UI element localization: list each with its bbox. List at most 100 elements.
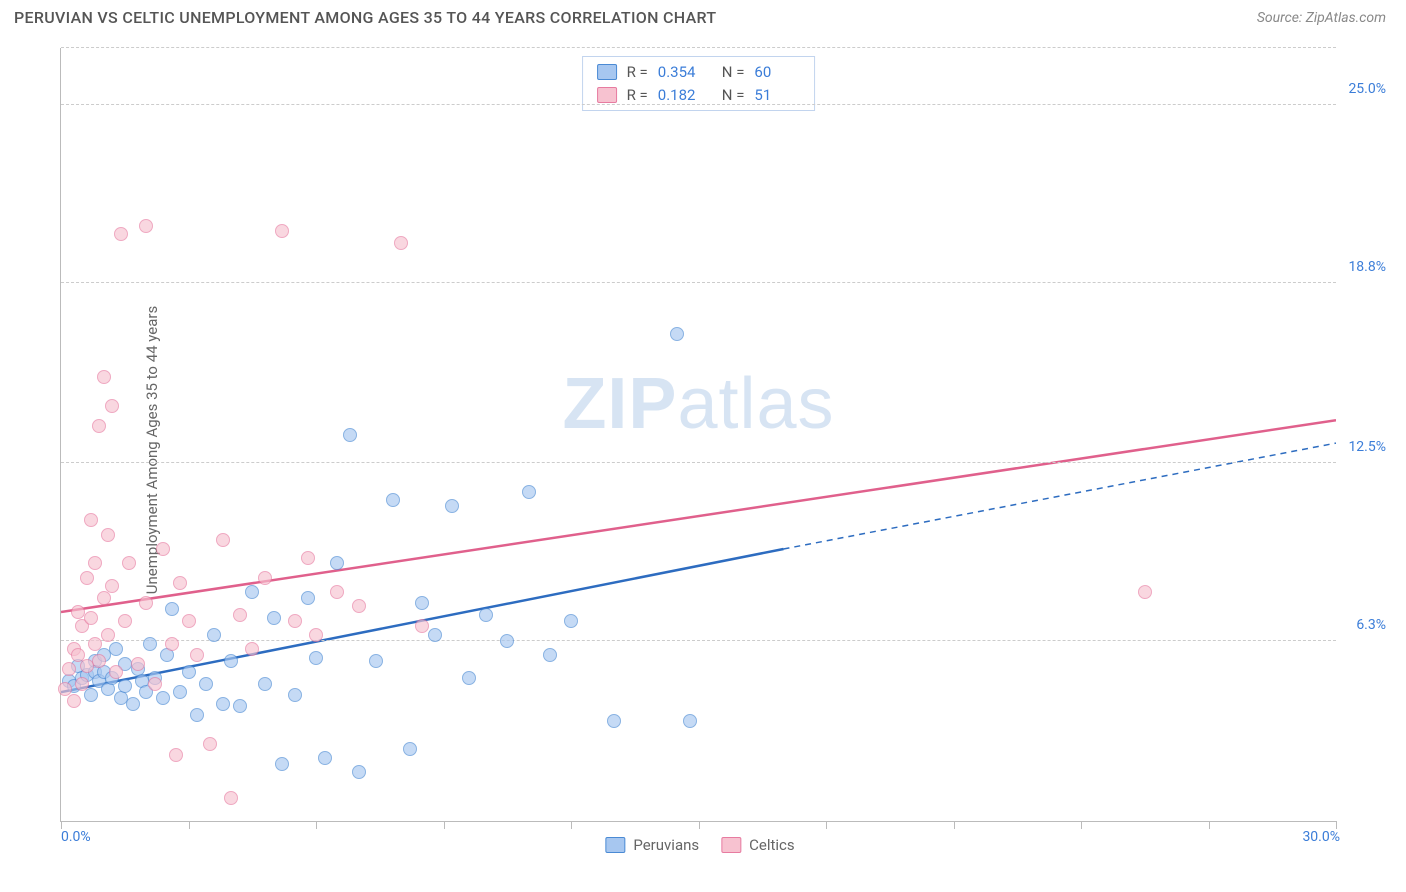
data-point — [245, 585, 259, 599]
data-point — [233, 699, 247, 713]
data-point — [80, 571, 94, 585]
trend-lines — [61, 48, 1336, 821]
data-point — [97, 591, 111, 605]
data-point — [258, 571, 272, 585]
data-point — [182, 614, 196, 628]
swatch-blue — [605, 837, 625, 853]
data-point — [62, 662, 76, 676]
data-point — [288, 688, 302, 702]
data-point — [275, 224, 289, 238]
data-point — [233, 608, 247, 622]
data-point — [267, 611, 281, 625]
data-point — [97, 370, 111, 384]
data-point — [479, 608, 493, 622]
chart-container: Unemployment Among Ages 35 to 44 years Z… — [14, 38, 1386, 862]
data-point — [101, 628, 115, 642]
data-point — [84, 688, 98, 702]
data-point — [126, 697, 140, 711]
chart-source: Source: ZipAtlas.com — [1257, 10, 1386, 26]
data-point — [258, 677, 272, 691]
gridline — [61, 47, 1336, 48]
y-tick-label: 18.8% — [1348, 259, 1386, 275]
x-tick — [954, 821, 955, 829]
data-point — [84, 611, 98, 625]
data-point — [156, 542, 170, 556]
data-point — [190, 648, 204, 662]
data-point — [394, 236, 408, 250]
data-point — [156, 691, 170, 705]
data-point — [92, 654, 106, 668]
data-point — [309, 628, 323, 642]
data-point — [199, 677, 213, 691]
data-point — [109, 642, 123, 656]
data-point — [216, 533, 230, 547]
data-point — [564, 614, 578, 628]
data-point — [301, 591, 315, 605]
chart-title: PERUVIAN VS CELTIC UNEMPLOYMENT AMONG AG… — [14, 8, 716, 27]
data-point — [173, 576, 187, 590]
data-point — [330, 556, 344, 570]
data-point — [415, 596, 429, 610]
stats-box: R = 0.354 N = 60 R = 0.182 N = 51 — [582, 56, 816, 111]
gridline — [61, 104, 1336, 105]
x-tick — [444, 821, 445, 829]
data-point — [309, 651, 323, 665]
data-point — [143, 637, 157, 651]
data-point — [318, 751, 332, 765]
data-point — [101, 528, 115, 542]
data-point — [445, 499, 459, 513]
y-tick-label: 6.3% — [1356, 617, 1386, 633]
data-point — [139, 219, 153, 233]
x-tick — [316, 821, 317, 829]
x-tick — [699, 821, 700, 829]
data-point — [190, 708, 204, 722]
data-point — [330, 585, 344, 599]
x-max-label: 30.0% — [1302, 829, 1340, 845]
data-point — [88, 637, 102, 651]
stats-row-blue: R = 0.354 N = 60 — [597, 61, 801, 84]
data-point — [386, 493, 400, 507]
data-point — [522, 485, 536, 499]
swatch-pink — [597, 87, 617, 103]
x-tick — [1336, 821, 1337, 829]
data-point — [607, 714, 621, 728]
data-point — [288, 614, 302, 628]
data-point — [1138, 585, 1152, 599]
watermark: ZIPatlas — [562, 363, 834, 445]
data-point — [182, 665, 196, 679]
chart-header: PERUVIAN VS CELTIC UNEMPLOYMENT AMONG AG… — [0, 0, 1406, 31]
data-point — [67, 694, 81, 708]
data-point — [245, 642, 259, 656]
x-tick — [826, 821, 827, 829]
swatch-blue — [597, 64, 617, 80]
swatch-pink — [721, 837, 741, 853]
legend-item-celtics: Celtics — [721, 836, 795, 854]
legend: Peruvians Celtics — [605, 836, 794, 854]
data-point — [415, 619, 429, 633]
x-tick — [571, 821, 572, 829]
data-point — [118, 614, 132, 628]
data-point — [118, 679, 132, 693]
stats-row-pink: R = 0.182 N = 51 — [597, 84, 801, 107]
data-point — [403, 742, 417, 756]
data-point — [224, 791, 238, 805]
data-point — [165, 602, 179, 616]
data-point — [114, 227, 128, 241]
plot-area: ZIPatlas R = 0.354 N = 60 R = 0.182 N = … — [60, 48, 1336, 822]
legend-item-peruvians: Peruvians — [605, 836, 699, 854]
data-point — [462, 671, 476, 685]
data-point — [352, 765, 366, 779]
data-point — [148, 677, 162, 691]
x-tick — [189, 821, 190, 829]
data-point — [543, 648, 557, 662]
data-point — [203, 737, 217, 751]
data-point — [428, 628, 442, 642]
data-point — [301, 551, 315, 565]
data-point — [275, 757, 289, 771]
gridline — [61, 282, 1336, 283]
data-point — [670, 327, 684, 341]
data-point — [84, 513, 98, 527]
y-tick-label: 12.5% — [1348, 439, 1386, 455]
data-point — [683, 714, 697, 728]
data-point — [105, 399, 119, 413]
